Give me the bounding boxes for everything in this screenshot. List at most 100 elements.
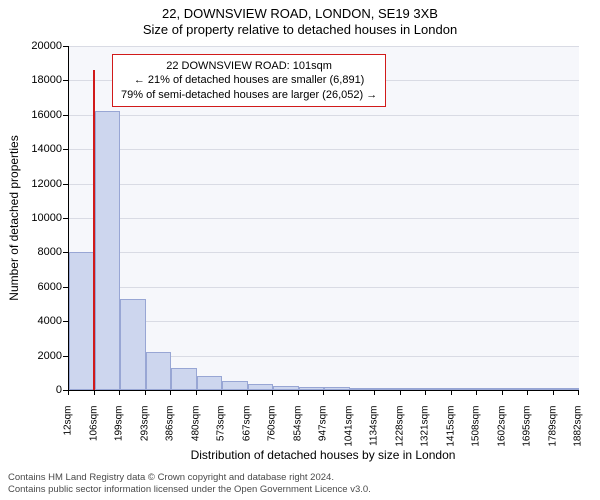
x-tick-mark bbox=[221, 390, 222, 395]
y-tick-label: 8000 bbox=[22, 246, 62, 258]
x-tick-mark bbox=[170, 390, 171, 395]
histogram-bar bbox=[401, 388, 427, 390]
x-tick-label: 1228sqm bbox=[394, 406, 405, 466]
x-tick-label: 854sqm bbox=[292, 406, 303, 466]
x-tick-label: 293sqm bbox=[139, 406, 150, 466]
chart-container: { "titles": { "line1": "22, DOWNSVIEW RO… bbox=[0, 0, 600, 500]
y-tick-mark bbox=[63, 287, 68, 288]
x-tick-label: 1789sqm bbox=[547, 406, 558, 466]
histogram-bar bbox=[452, 388, 478, 390]
x-tick-mark bbox=[425, 390, 426, 395]
x-tick-label: 199sqm bbox=[114, 406, 125, 466]
x-tick-mark bbox=[527, 390, 528, 395]
x-tick-label: 1134sqm bbox=[369, 406, 380, 466]
histogram-bar bbox=[503, 388, 529, 390]
x-tick-label: 1321sqm bbox=[420, 406, 431, 466]
y-tick-label: 2000 bbox=[22, 350, 62, 362]
histogram-bar bbox=[324, 387, 350, 390]
histogram-bar bbox=[146, 352, 172, 390]
annotation-line1: 22 DOWNSVIEW ROAD: 101sqm bbox=[121, 59, 377, 73]
x-tick-mark bbox=[502, 390, 503, 395]
y-tick-label: 18000 bbox=[22, 74, 62, 86]
title-address: 22, DOWNSVIEW ROAD, LONDON, SE19 3XB bbox=[0, 6, 600, 22]
y-tick-mark bbox=[63, 321, 68, 322]
annotation-line3: 79% of semi-detached houses are larger (… bbox=[121, 88, 377, 102]
histogram-bar bbox=[69, 252, 95, 390]
grid-line bbox=[69, 184, 579, 185]
x-tick-mark bbox=[272, 390, 273, 395]
footer: Contains HM Land Registry data © Crown c… bbox=[8, 472, 592, 496]
footer-line2: Contains public sector information licen… bbox=[8, 484, 592, 496]
x-tick-label: 106sqm bbox=[88, 406, 99, 466]
x-tick-mark bbox=[400, 390, 401, 395]
x-tick-mark bbox=[247, 390, 248, 395]
footer-line1: Contains HM Land Registry data © Crown c… bbox=[8, 472, 592, 484]
histogram-bar bbox=[426, 388, 452, 390]
y-tick-mark bbox=[63, 184, 68, 185]
x-tick-mark bbox=[68, 390, 69, 395]
histogram-bar bbox=[120, 299, 146, 390]
x-tick-mark bbox=[298, 390, 299, 395]
x-tick-label: 1415sqm bbox=[445, 406, 456, 466]
grid-line bbox=[69, 321, 579, 322]
x-tick-mark bbox=[578, 390, 579, 395]
y-tick-label: 6000 bbox=[22, 281, 62, 293]
grid-line bbox=[69, 46, 579, 47]
grid-line bbox=[69, 218, 579, 219]
x-tick-mark bbox=[349, 390, 350, 395]
histogram-bar bbox=[299, 387, 325, 390]
y-tick-label: 20000 bbox=[22, 40, 62, 52]
x-tick-mark bbox=[196, 390, 197, 395]
x-tick-mark bbox=[451, 390, 452, 395]
y-tick-mark bbox=[63, 356, 68, 357]
grid-line bbox=[69, 252, 579, 253]
annotation-line2: ← 21% of detached houses are smaller (6,… bbox=[121, 73, 377, 87]
y-tick-label: 10000 bbox=[22, 212, 62, 224]
x-tick-label: 1508sqm bbox=[471, 406, 482, 466]
x-tick-label: 760sqm bbox=[267, 406, 278, 466]
y-tick-mark bbox=[63, 218, 68, 219]
x-tick-label: 947sqm bbox=[318, 406, 329, 466]
x-tick-mark bbox=[145, 390, 146, 395]
x-tick-label: 480sqm bbox=[190, 406, 201, 466]
y-tick-label: 12000 bbox=[22, 178, 62, 190]
title-subtitle: Size of property relative to detached ho… bbox=[0, 22, 600, 38]
x-tick-mark bbox=[94, 390, 95, 395]
x-tick-label: 1695sqm bbox=[522, 406, 533, 466]
histogram-bar bbox=[95, 111, 121, 390]
y-tick-label: 4000 bbox=[22, 315, 62, 327]
y-tick-mark bbox=[63, 252, 68, 253]
y-axis-label: Number of detached properties bbox=[7, 135, 21, 300]
x-tick-label: 1602sqm bbox=[496, 406, 507, 466]
y-tick-mark bbox=[63, 115, 68, 116]
histogram-bar bbox=[273, 386, 299, 390]
histogram-bar bbox=[554, 388, 580, 390]
histogram-bar bbox=[375, 388, 401, 390]
y-tick-mark bbox=[63, 46, 68, 47]
histogram-bar bbox=[350, 388, 376, 390]
histogram-bar bbox=[248, 384, 274, 390]
histogram-bar bbox=[197, 376, 223, 390]
x-tick-label: 1041sqm bbox=[343, 406, 354, 466]
y-tick-label: 16000 bbox=[22, 109, 62, 121]
x-tick-mark bbox=[476, 390, 477, 395]
y-tick-mark bbox=[63, 149, 68, 150]
grid-line bbox=[69, 115, 579, 116]
grid-line bbox=[69, 287, 579, 288]
x-tick-mark bbox=[553, 390, 554, 395]
x-tick-mark bbox=[323, 390, 324, 395]
histogram-bar bbox=[477, 388, 503, 390]
x-tick-label: 386sqm bbox=[165, 406, 176, 466]
y-tick-label: 0 bbox=[22, 384, 62, 396]
x-tick-label: 667sqm bbox=[241, 406, 252, 466]
histogram-bar bbox=[528, 388, 554, 390]
chart-titles: 22, DOWNSVIEW ROAD, LONDON, SE19 3XB Siz… bbox=[0, 0, 600, 39]
x-tick-label: 573sqm bbox=[216, 406, 227, 466]
x-tick-label: 1882sqm bbox=[573, 406, 584, 466]
property-marker-line bbox=[93, 70, 95, 390]
histogram-bar bbox=[222, 381, 248, 390]
x-tick-label: 12sqm bbox=[63, 406, 74, 466]
y-tick-mark bbox=[63, 80, 68, 81]
x-tick-mark bbox=[119, 390, 120, 395]
grid-line bbox=[69, 149, 579, 150]
